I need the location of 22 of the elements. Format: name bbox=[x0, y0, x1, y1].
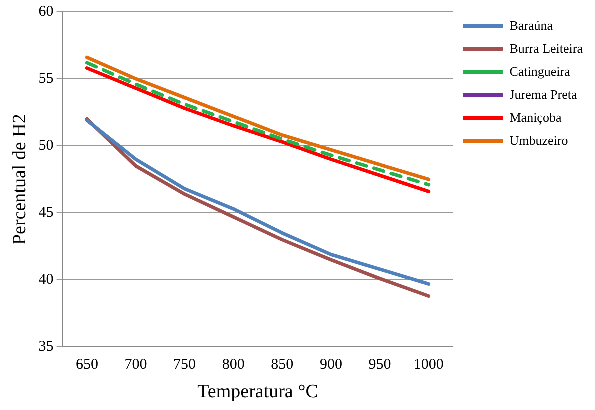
x-axis-title: Temperatura °C bbox=[198, 382, 318, 403]
x-tick-label: 900 bbox=[320, 357, 342, 374]
x-tick-label: 1000 bbox=[414, 357, 444, 374]
legend-label: Catingueira bbox=[510, 64, 571, 79]
legend-label: Baraúna bbox=[510, 18, 554, 33]
legend-label: Burra Leiteira bbox=[510, 40, 584, 56]
x-tick-label: 800 bbox=[222, 357, 245, 374]
legend-label: Maniçoba bbox=[510, 110, 562, 125]
x-tick-label: 700 bbox=[124, 357, 148, 374]
y-axis-title: Percentual de H2 bbox=[9, 114, 30, 246]
x-tick-label: 950 bbox=[368, 357, 392, 374]
y-tick-label: 50 bbox=[38, 138, 54, 154]
legend-label: Jurema Preta bbox=[510, 86, 578, 102]
legend-label: Umbuzeiro bbox=[510, 132, 568, 148]
y-tick-label: 45 bbox=[38, 205, 54, 222]
y-tick-label: 40 bbox=[38, 272, 54, 288]
x-tick-label: 650 bbox=[76, 357, 98, 374]
y-tick-label: 35 bbox=[38, 339, 54, 356]
y-tick-label: 60 bbox=[38, 4, 54, 20]
y-tick-label: 55 bbox=[38, 70, 54, 87]
x-tick-label: 850 bbox=[271, 357, 294, 374]
x-tick-label: 750 bbox=[174, 357, 196, 374]
